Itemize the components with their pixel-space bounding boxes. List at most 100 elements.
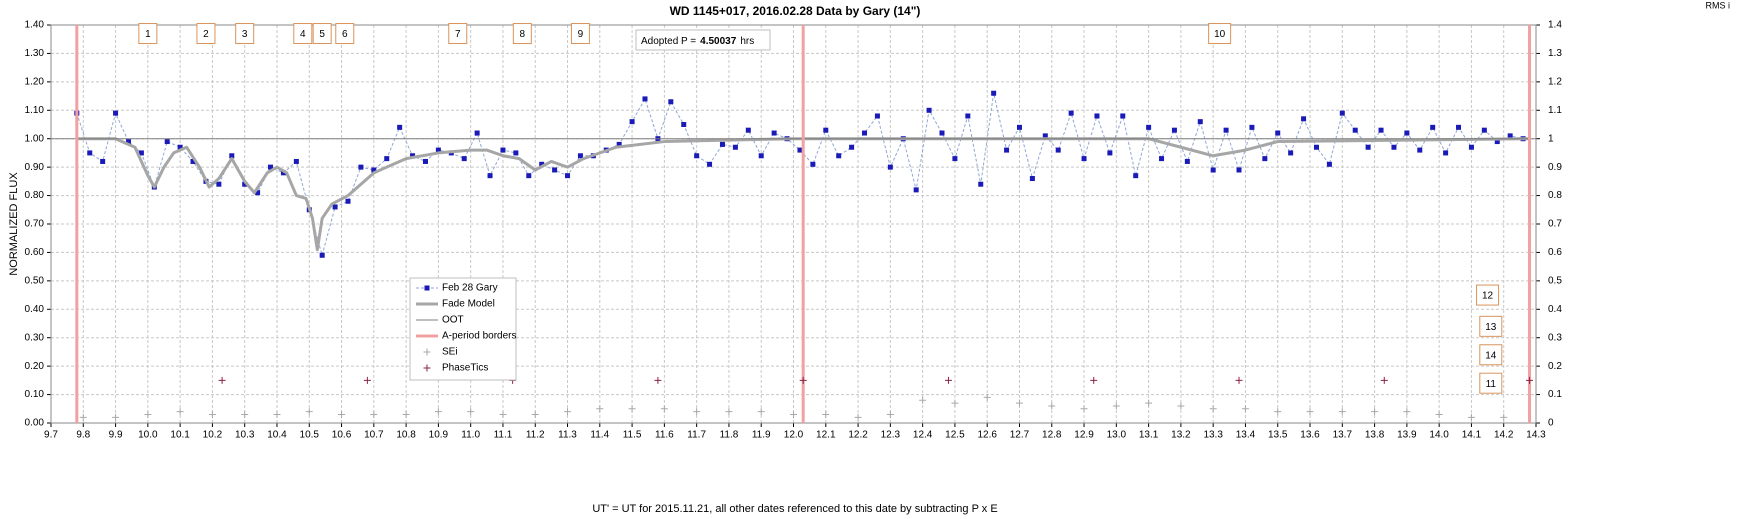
marker-stroke	[1500, 413, 1508, 421]
data-point	[500, 147, 506, 153]
marker-stroke	[983, 393, 991, 401]
y2-tick-label: 1.3	[1548, 48, 1562, 59]
marker	[402, 410, 410, 418]
marker-stroke	[799, 376, 807, 384]
data-point	[1456, 124, 1462, 130]
data-point	[642, 96, 648, 102]
y-tick-label: 0.00	[25, 418, 45, 429]
legend-swatch	[424, 285, 430, 291]
data-point	[719, 141, 725, 147]
marker-stroke	[338, 410, 346, 418]
data-point	[1133, 173, 1139, 179]
marker-stroke	[144, 410, 152, 418]
x-tick-label: 14.1	[1462, 430, 1482, 441]
annotation-text: 5	[319, 29, 325, 40]
marker	[305, 408, 313, 416]
marker	[1177, 402, 1185, 410]
annotation-text: 7	[455, 29, 461, 40]
marker-stroke	[1338, 408, 1346, 416]
marker-stroke	[790, 410, 797, 418]
annotation-text: 3	[242, 29, 248, 40]
marker	[338, 410, 346, 418]
annotation-box	[1476, 284, 1500, 306]
x-tick-label: 11.7	[687, 430, 706, 441]
x-tick-label: 14.3	[1526, 430, 1546, 441]
data-point	[1275, 130, 1281, 136]
marker	[531, 410, 539, 418]
data-point	[1404, 130, 1410, 136]
data-point	[113, 110, 119, 116]
data-point	[1365, 144, 1371, 150]
annotation-box	[1479, 315, 1503, 337]
marker	[208, 410, 216, 418]
data-point	[836, 153, 842, 159]
marker-stroke	[499, 410, 507, 418]
data-point	[939, 130, 945, 136]
y-tick-label: 0.30	[25, 332, 45, 343]
data-point	[668, 99, 674, 105]
legend-label: Feb 28 Gary	[442, 283, 498, 294]
marker-stroke	[1435, 410, 1443, 418]
data-point	[707, 161, 713, 167]
marker-stroke	[273, 410, 281, 418]
data-point	[461, 156, 467, 162]
y2-tick-label: 0.6	[1548, 247, 1562, 258]
marker	[1467, 413, 1475, 421]
annotation-text: 10	[1214, 29, 1226, 40]
data-point	[1068, 110, 1074, 116]
x-tick-label: 10.6	[332, 430, 352, 441]
data-point	[1468, 144, 1474, 150]
chart-title: WD 1145+017, 2016.02.28 Data by Gary (14…	[670, 4, 921, 18]
annotation-box	[138, 23, 158, 45]
data-point	[1197, 119, 1203, 125]
annotation-box	[312, 23, 332, 45]
x-tick-label: 11.0	[461, 430, 480, 441]
data-point	[1301, 116, 1307, 122]
marker-stroke	[1048, 402, 1056, 410]
y-tick-label: 1.00	[25, 133, 45, 144]
y2-tick-label: 0.5	[1548, 275, 1562, 286]
data-point	[87, 150, 93, 156]
y-tick-label: 0.90	[25, 162, 45, 173]
data-point	[1236, 167, 1242, 173]
marker-stroke	[218, 376, 226, 384]
data-point	[280, 170, 286, 176]
legend-label: SEi	[442, 347, 458, 358]
marker	[628, 405, 636, 413]
marker	[467, 408, 475, 416]
marker	[1241, 405, 1249, 413]
data-point	[1249, 124, 1255, 130]
data-point	[526, 173, 532, 179]
marker-stroke	[1235, 376, 1243, 384]
data-point	[745, 127, 751, 133]
legend-entry: PhaseTics	[423, 363, 488, 374]
y2-tick-label: 0.3	[1548, 332, 1562, 343]
annotation-text: 8	[520, 29, 526, 40]
marker-stroke	[944, 376, 952, 384]
data-point	[1223, 127, 1229, 133]
x-tick-label: 11.1	[494, 430, 513, 441]
data-point	[771, 130, 777, 136]
period-note: Adopted P = 4.50037 hrs	[641, 36, 754, 47]
x-tick-label: 10.0	[138, 430, 158, 441]
x-tick-label: 12.1	[816, 430, 836, 441]
data-point	[823, 127, 829, 133]
data-point	[177, 144, 183, 150]
marker	[1235, 376, 1243, 384]
data-point	[810, 161, 816, 167]
data-point	[539, 161, 545, 167]
x-tick-label: 11.9	[752, 430, 771, 441]
x-tick-label: 9.8	[76, 430, 90, 441]
data-point	[1391, 144, 1397, 150]
legend-label: Fade Model	[442, 299, 495, 310]
x-tick-label: 13.7	[1333, 430, 1353, 441]
data-point	[422, 158, 428, 164]
data-point	[1094, 113, 1100, 119]
data-point	[474, 130, 480, 136]
data-point	[797, 147, 803, 153]
x-tick-label: 14.2	[1494, 430, 1514, 441]
period-label: Adopted P =	[641, 36, 696, 47]
period-value: 4.50037	[700, 36, 737, 47]
marker-stroke	[531, 410, 539, 418]
data-point	[319, 252, 325, 258]
